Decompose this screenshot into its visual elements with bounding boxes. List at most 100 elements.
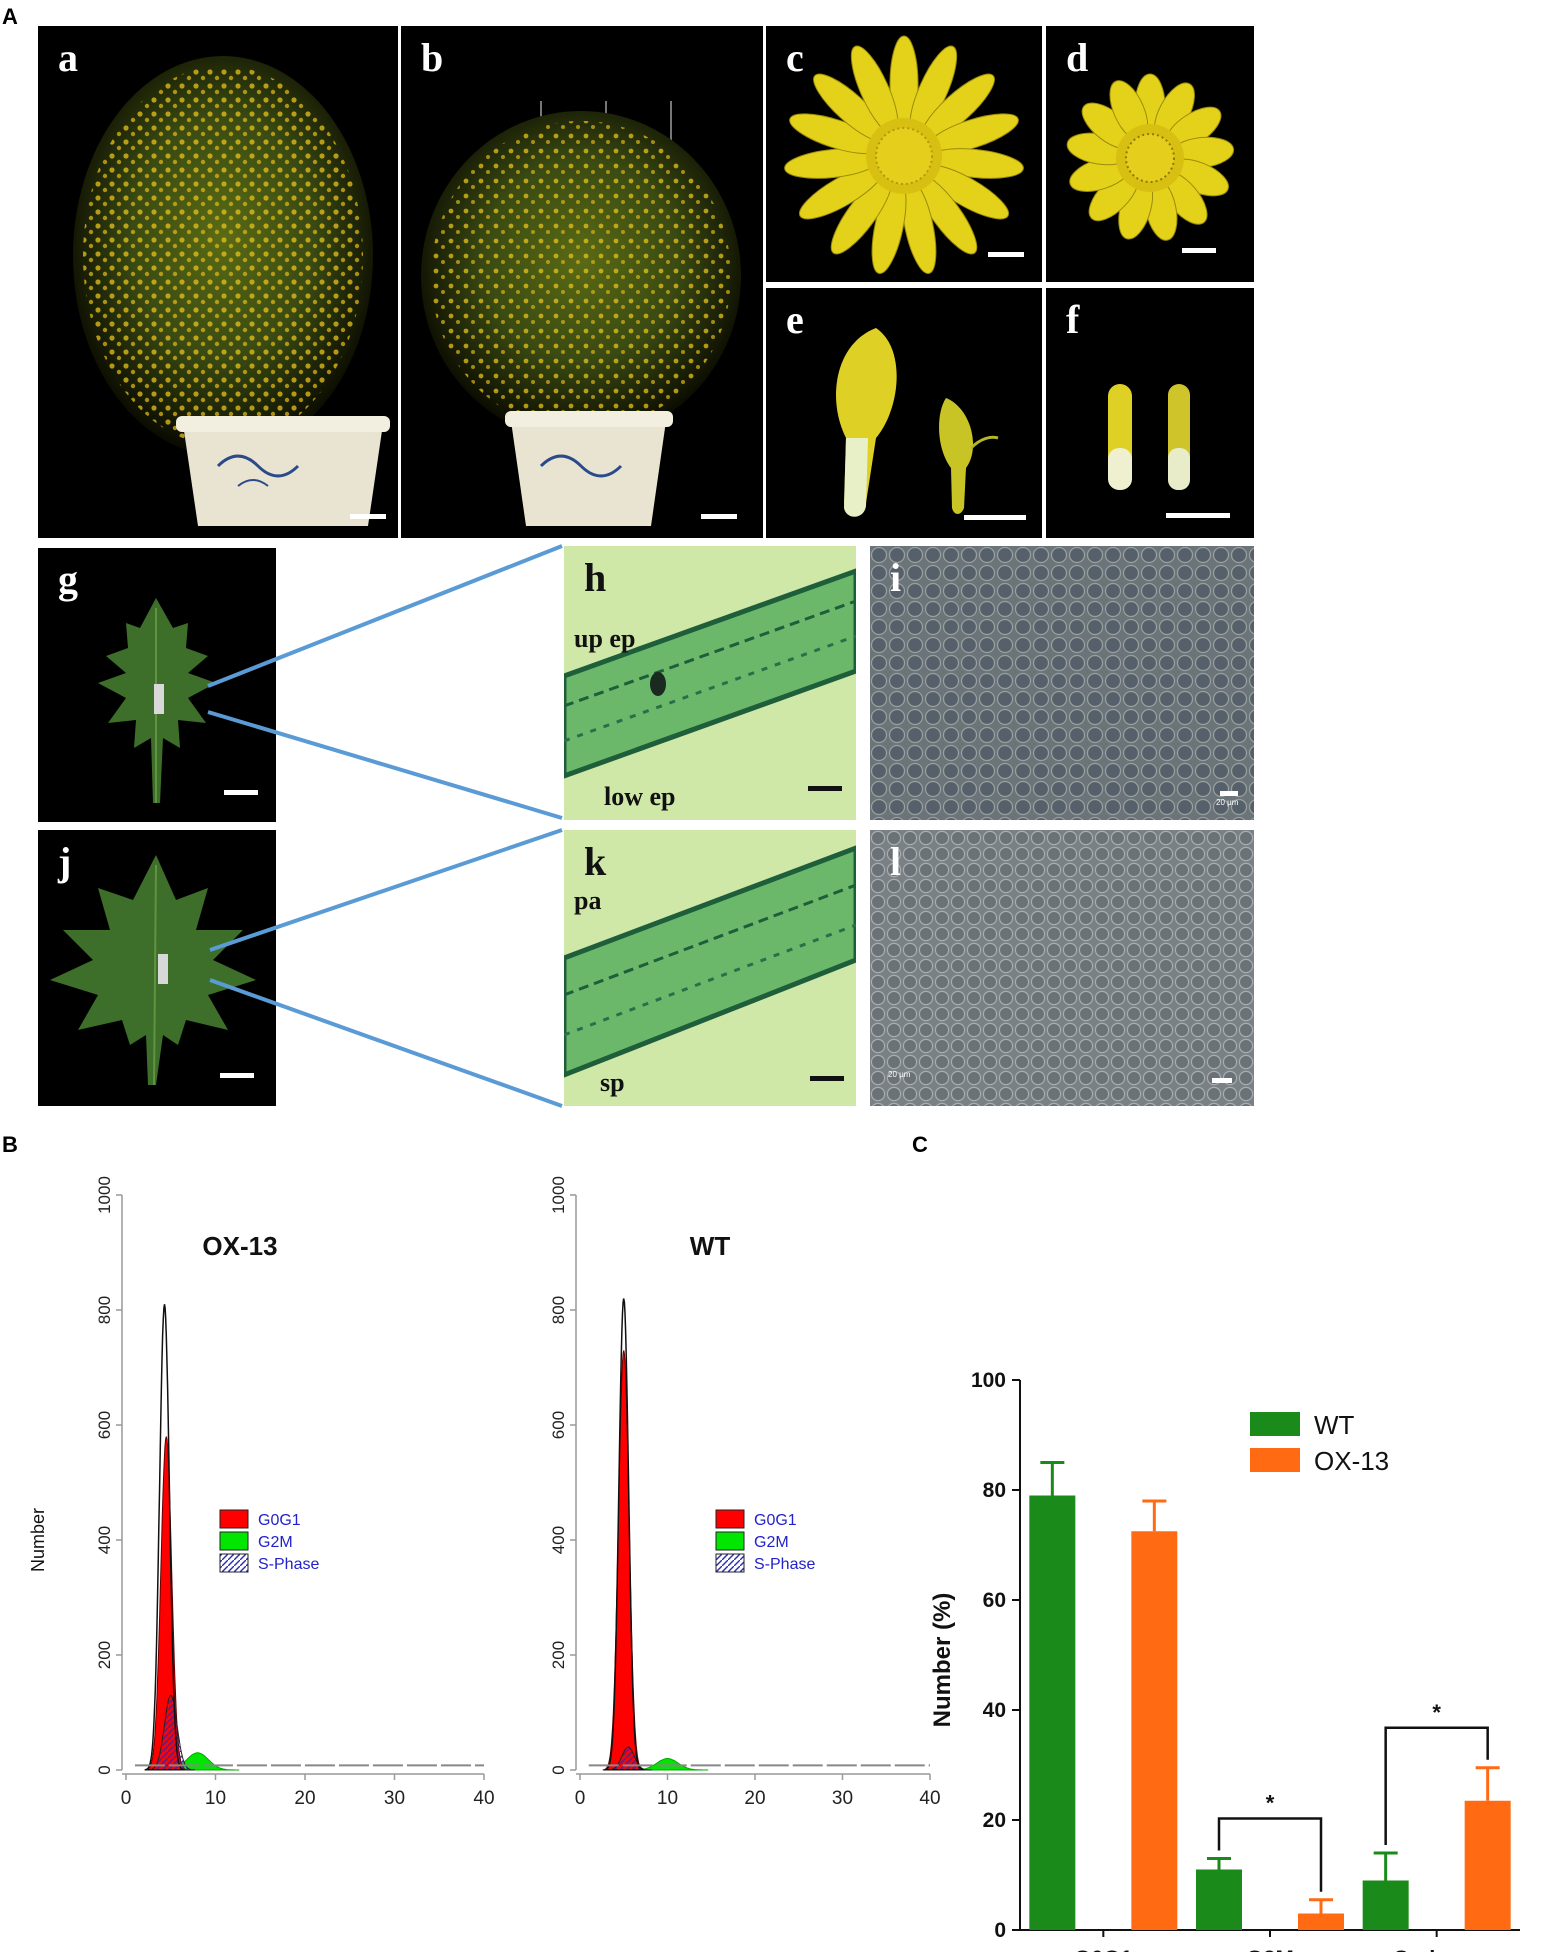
legend-label: G2M — [754, 1534, 789, 1551]
x-tick-label: 40 — [919, 1788, 940, 1809]
y-tick-label: 200 — [95, 1641, 114, 1669]
scale-bar-k — [810, 1076, 844, 1081]
y-tick-label: 400 — [549, 1526, 568, 1554]
bar — [1362, 1880, 1409, 1930]
disc-florets-illustration — [1108, 384, 1190, 490]
bar — [1131, 1531, 1178, 1930]
y-tick-label: 0 — [95, 1765, 114, 1774]
scale-bar-d — [1182, 248, 1216, 253]
ray-florets-illustration — [836, 328, 999, 517]
panel-d-flower-photo: d — [1046, 26, 1254, 282]
y-tick-label: 100 — [971, 1369, 1006, 1392]
histogram-title: OX-13 — [202, 1231, 277, 1261]
y-tick-label: 600 — [95, 1411, 114, 1439]
y-tick-label: 1000 — [549, 1176, 568, 1214]
y-tick-label: 800 — [549, 1296, 568, 1324]
y-axis-label: Number — [30, 1508, 48, 1572]
histogram-wt: 0 200 400 600 800 1000 0 10 20 30 40 WT G0G1 G2M S-Pha… — [549, 1176, 940, 1809]
label-upper-epidermis: up ep — [574, 624, 636, 653]
legend-label: S-Phase — [258, 1556, 319, 1573]
section-label-b: B — [2, 1132, 18, 1157]
panel-k-leaf-section: k pa sp — [564, 830, 856, 1106]
total-envelope — [604, 1298, 644, 1771]
leaf-cross-section-illustration — [564, 845, 856, 1078]
y-tick-label: 20 — [983, 1809, 1006, 1832]
panel-letter-k: k — [584, 839, 607, 884]
legend-swatch — [715, 1531, 745, 1551]
y-tick-label: 800 — [95, 1296, 114, 1324]
legend-swatch — [219, 1531, 249, 1551]
panel-b-plant-photo: b — [401, 26, 763, 538]
x-tick-label: 40 — [473, 1788, 494, 1809]
scale-bar-j — [220, 1073, 254, 1078]
x-tick-label: 0 — [121, 1788, 132, 1809]
panel-a-plant-photo: a — [38, 26, 398, 538]
y-tick-label: 400 — [95, 1526, 114, 1554]
legend-swatch — [219, 1509, 249, 1529]
scale-bar-i — [1220, 791, 1238, 796]
y-tick-label: 60 — [983, 1589, 1006, 1612]
histogram-ox13: 0 200 400 600 800 1000 0 10 20 30 40 OX-13 Number G0G… — [30, 1176, 495, 1809]
scale-bar-b — [701, 514, 737, 519]
panel-c-flower-photo: c — [766, 26, 1042, 282]
x-tick-label: G0G1 — [1074, 1946, 1133, 1952]
panel-letter-e: e — [786, 297, 804, 342]
scale-text-l: 20 μm — [888, 1070, 911, 1079]
x-tick-label: 10 — [205, 1788, 226, 1809]
histogram-title: WT — [690, 1231, 731, 1261]
panel-letter-f: f — [1066, 297, 1080, 342]
label-lower-epidermis: low ep — [604, 782, 676, 811]
legend-label: OX-13 — [1314, 1446, 1389, 1476]
legend-label: G0G1 — [754, 1512, 797, 1529]
y-tick-label: 80 — [983, 1479, 1006, 1502]
potted-plant-illustration — [421, 101, 741, 526]
scale-bar-c — [988, 252, 1024, 257]
significance-bracket — [1384, 1726, 1489, 1845]
significance-star: * — [1266, 1791, 1275, 1816]
cell-cycle-bar-chart: 0 20 40 60 80 100 Number (%) G0G1 G2M S-phase * * WT… — [929, 1369, 1520, 1952]
legend-swatch — [715, 1553, 745, 1573]
x-tick-label: 20 — [744, 1788, 765, 1809]
y-axis-label: Number (%) — [929, 1593, 956, 1728]
panel-f-floret-photo: f — [1046, 288, 1254, 538]
y-tick-label: 1000 — [95, 1176, 114, 1214]
legend-swatch — [715, 1509, 745, 1529]
bar — [1196, 1869, 1242, 1930]
significance-star: * — [1432, 1700, 1441, 1725]
panel-e-petal-photo: e — [766, 288, 1042, 538]
legend-swatch — [219, 1553, 249, 1573]
y-tick-label: 0 — [994, 1919, 1006, 1942]
flower-head-illustration — [1066, 73, 1235, 241]
y-tick-label: 200 — [549, 1641, 568, 1669]
panel-letter-h: h — [584, 555, 607, 600]
x-tick-label: S-phase — [1394, 1946, 1480, 1952]
scale-bar-g — [224, 790, 258, 795]
leaf-illustration — [50, 855, 256, 1086]
scale-text-i: 20 μm — [1216, 798, 1239, 807]
y-tick-label: 600 — [549, 1411, 568, 1439]
panel-l-micrograph: l 20 μm — [870, 830, 1254, 1106]
label-spongy: sp — [600, 1068, 625, 1097]
legend-label: G2M — [258, 1534, 293, 1551]
section-label-a: A — [2, 4, 18, 29]
scale-bar-f — [1166, 513, 1230, 518]
legend-swatch — [1250, 1412, 1300, 1436]
y-tick-label: 40 — [983, 1699, 1006, 1722]
bar — [1298, 1913, 1344, 1930]
epidermal-cells-texture — [870, 546, 1254, 820]
panel-g-leaf-photo: g — [38, 548, 276, 822]
leaf-cross-section-illustration — [564, 568, 856, 779]
legend-label: S-Phase — [754, 1556, 815, 1573]
panel-letter-l: l — [890, 839, 902, 884]
s-phase-peak — [145, 1694, 196, 1771]
scale-bar-l — [1212, 1078, 1232, 1083]
panel-letter-c: c — [786, 35, 804, 80]
x-tick-label: G2M — [1246, 1946, 1294, 1952]
bar — [1029, 1495, 1076, 1930]
section-label-c: C — [912, 1132, 928, 1157]
panel-letter-a: a — [58, 35, 78, 80]
y-tick-label: 0 — [549, 1765, 568, 1774]
legend-swatch — [1250, 1448, 1300, 1472]
x-tick-label: 30 — [384, 1788, 405, 1809]
bar — [1464, 1800, 1511, 1930]
